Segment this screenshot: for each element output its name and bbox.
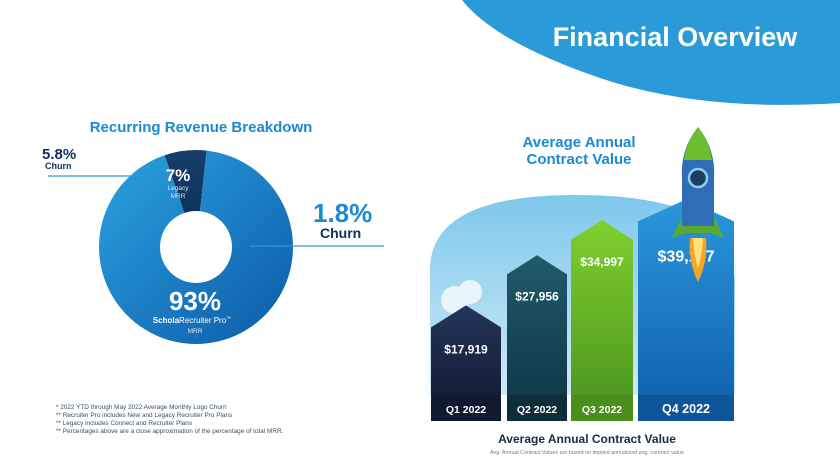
acv-bar-value-label: $34,997 xyxy=(580,255,624,269)
donut-hole xyxy=(160,211,232,283)
acv-bar-3 xyxy=(571,220,633,395)
legacy-slice-percent: 7% xyxy=(166,166,191,185)
footnote: ** Legacy includes Connect and Recruiter… xyxy=(56,420,193,427)
rocket-icon xyxy=(672,127,724,282)
acv-bar-value-label: $27,956 xyxy=(515,289,559,303)
legacy-slice-label: Legacy xyxy=(168,185,190,192)
acv-footer-title: Average Annual Contract Value xyxy=(498,432,676,446)
acv-bar-4 xyxy=(638,199,734,395)
footnote: ** Percentages above are a close approxi… xyxy=(56,428,284,435)
pro-brand-schola: Schola xyxy=(153,316,180,325)
acv-category-label: Q2 2022 xyxy=(517,404,557,416)
pro-brand-tm: ™ xyxy=(226,316,231,322)
recruiter-churn-percent: 1.8% xyxy=(313,198,372,228)
recruiter-churn-label: Churn xyxy=(320,225,361,241)
donut-title: Recurring Revenue Breakdown xyxy=(90,119,313,136)
acv-category-label: Q4 2022 xyxy=(662,402,710,416)
acv-category-label: Q1 2022 xyxy=(446,404,486,416)
pro-slice-percent: 93% xyxy=(169,286,221,316)
acv-category-label-bg xyxy=(571,395,633,421)
footnotes: * 2022 YTD through May 2022 Average Mont… xyxy=(56,404,386,436)
acv-bar-value-label: $17,919 xyxy=(444,342,488,356)
acv-bar-2 xyxy=(507,255,567,395)
acv-title-line2: Contract Value xyxy=(526,151,631,168)
acv-category-label-bg xyxy=(507,395,567,421)
footnote: * 2022 YTD through May 2022 Average Mont… xyxy=(56,404,227,411)
page-title: Financial Overview xyxy=(553,22,799,52)
acv-bar-chart: $17,919 Q1 2022 $27,956 Q2 2022 $34,997 Q3 20… xyxy=(431,199,734,421)
acv-category-label-bg xyxy=(431,395,501,421)
legacy-churn-percent: 5.8% xyxy=(42,146,76,163)
donut-chart xyxy=(99,149,293,344)
header-banner xyxy=(462,0,840,105)
pro-brand-recruiter: Recruiter Pro xyxy=(179,316,227,325)
acv-footer-subtitle: Avg. Annual Contract Values are based on… xyxy=(490,450,684,456)
pro-slice-sublabel: MRR xyxy=(188,328,203,335)
legacy-churn-label: Churn xyxy=(45,161,72,171)
acv-bar-1 xyxy=(431,305,501,395)
legacy-slice-sublabel: MRR xyxy=(171,193,186,200)
acv-category-label-bg xyxy=(638,395,734,421)
pro-slice-brand: ScholaRecruiter Pro™ xyxy=(153,316,231,325)
acv-category-label: Q3 2022 xyxy=(582,404,622,416)
footnote: ** Recruiter Pro includes New and Legacy… xyxy=(56,412,233,419)
acv-title-line1: Average Annual xyxy=(522,134,635,151)
